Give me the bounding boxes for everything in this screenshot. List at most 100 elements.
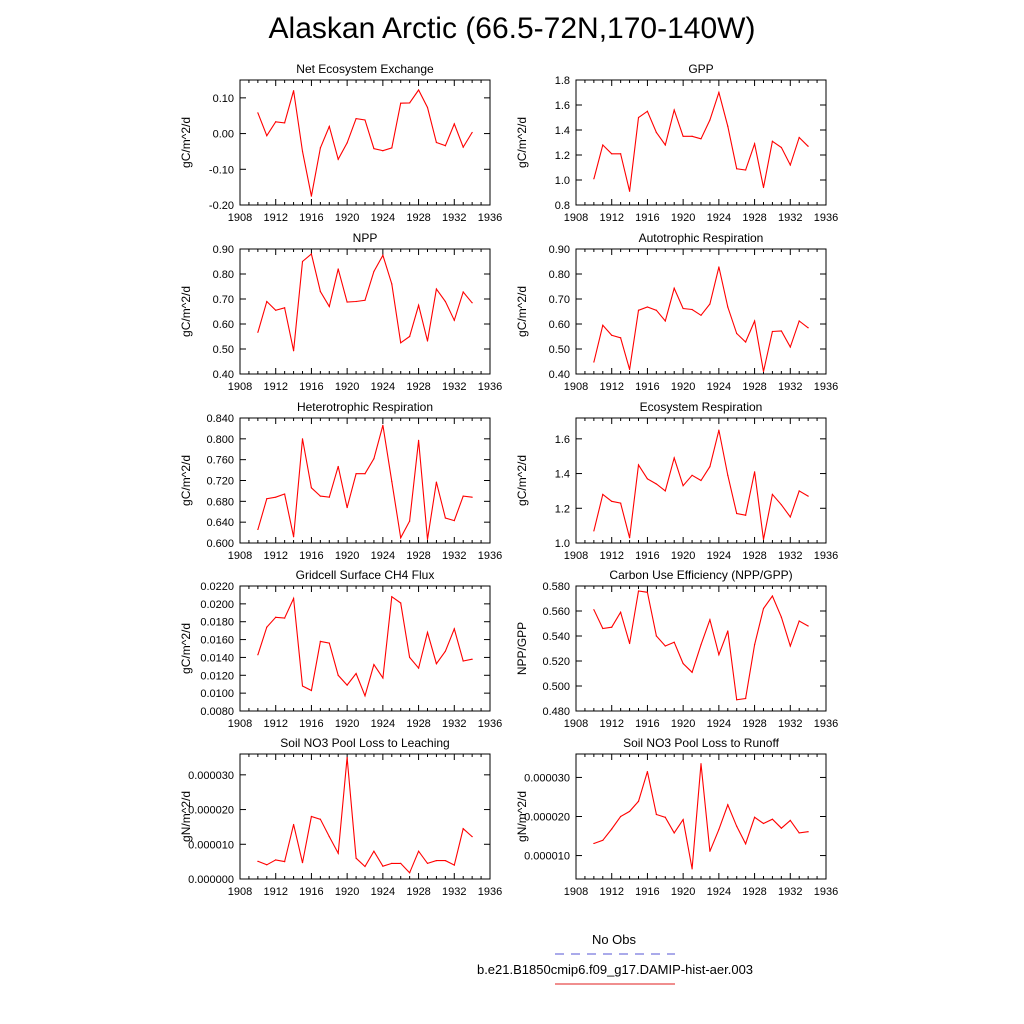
data-point — [257, 331, 259, 333]
data-point — [655, 131, 657, 134]
x-tick-label: 1916 — [635, 718, 659, 730]
data-point — [266, 626, 268, 628]
data-point — [257, 654, 259, 656]
data-point — [664, 645, 666, 647]
data-point — [700, 314, 702, 316]
x-tick-label: 1928 — [742, 718, 766, 730]
data-point — [266, 498, 268, 500]
x-tick-label: 1932 — [778, 212, 802, 224]
data-point — [310, 487, 313, 489]
plot-frame — [239, 248, 491, 375]
data-point — [620, 153, 622, 155]
data-point — [409, 335, 411, 338]
y-tick-label: 0.80 — [213, 269, 234, 281]
data-point — [310, 815, 313, 818]
data-point — [337, 268, 339, 270]
data-point — [337, 465, 339, 468]
data-point — [727, 474, 729, 476]
y-tick-label: 0.50 — [213, 344, 234, 356]
x-tick-label: 1928 — [406, 381, 430, 393]
data-point — [373, 270, 375, 273]
x-tick-label: 1932 — [778, 718, 802, 730]
x-tick-label: 1920 — [671, 550, 695, 562]
data-point — [319, 147, 321, 149]
data-point — [771, 595, 774, 597]
data-point — [593, 530, 595, 532]
data-point — [417, 304, 420, 306]
x-tick-label: 1912 — [599, 212, 623, 224]
data-point — [655, 309, 657, 311]
y-tick-label: 0.000030 — [188, 770, 234, 782]
y-tick-label: 0.10 — [213, 93, 234, 105]
data-point — [736, 332, 738, 335]
y-tick-label: 0.0100 — [200, 688, 234, 700]
series-line — [257, 253, 473, 351]
data-point — [637, 800, 640, 802]
y-tick-label: 0.60 — [549, 319, 570, 331]
panel-title: Net Ecosystem Exchange — [296, 62, 434, 76]
data-point — [301, 685, 304, 687]
data-point — [284, 307, 286, 309]
data-point — [727, 804, 729, 806]
data-point — [364, 473, 366, 475]
data-point — [789, 516, 791, 518]
data-point — [691, 671, 693, 673]
x-tick-label: 1908 — [564, 550, 588, 562]
y-tick-label: 0.70 — [213, 294, 234, 306]
data-point — [275, 121, 277, 123]
y-tick-label: 0.480 — [542, 706, 570, 718]
data-point — [780, 330, 782, 332]
y-tick-label: 0.540 — [542, 631, 570, 643]
data-point — [391, 596, 393, 598]
data-point — [444, 859, 446, 862]
x-tick-label: 1920 — [335, 550, 359, 562]
plot-frame — [575, 585, 827, 712]
data-point — [807, 145, 809, 147]
x-tick-label: 1920 — [671, 886, 695, 898]
data-point — [275, 309, 277, 311]
data-point — [471, 131, 473, 134]
x-tick-label: 1932 — [442, 718, 466, 730]
y-tick-label: 0.0200 — [200, 599, 234, 611]
y-tick-label: 1.4 — [555, 125, 570, 137]
data-point — [691, 868, 693, 870]
data-point — [673, 287, 675, 289]
data-point — [611, 500, 613, 502]
plot-frame — [239, 585, 491, 712]
y-tick-label: -0.20 — [209, 200, 234, 212]
data-point — [453, 319, 455, 321]
x-tick-label: 1932 — [442, 212, 466, 224]
y-tick-label: 1.4 — [555, 469, 570, 481]
data-point — [444, 517, 446, 519]
data-point — [646, 591, 649, 593]
panel-title: Carbon Use Efficiency (NPP/GPP) — [609, 568, 792, 582]
series-line — [593, 590, 809, 701]
data-point — [328, 496, 330, 498]
y-tick-label: 0.8 — [555, 200, 570, 212]
data-point — [382, 254, 384, 256]
data-point — [753, 320, 756, 322]
x-tick-label: 1916 — [299, 886, 323, 898]
data-point — [611, 626, 613, 628]
y-tick-label: 0.0220 — [200, 581, 234, 593]
series-line — [593, 430, 809, 540]
panel-title: Soil NO3 Pool Loss to Runoff — [623, 736, 780, 750]
data-point — [310, 195, 313, 197]
x-tick-label: 1928 — [742, 886, 766, 898]
x-tick-label: 1916 — [635, 886, 659, 898]
data-point — [673, 832, 675, 834]
data-point — [753, 471, 756, 473]
data-point — [655, 483, 657, 485]
data-point — [453, 628, 455, 630]
x-tick-label: 1916 — [299, 381, 323, 393]
data-point — [266, 864, 268, 866]
x-tick-label: 1936 — [814, 212, 838, 224]
data-point — [391, 283, 393, 285]
data-point — [400, 102, 402, 104]
y-tick-label: 0.760 — [206, 455, 234, 467]
x-tick-label: 1928 — [406, 550, 430, 562]
data-point — [319, 818, 321, 820]
y-tick-label: 0.000020 — [188, 805, 234, 817]
panel-title: Heterotrophic Respiration — [297, 400, 433, 414]
data-point — [620, 337, 622, 339]
